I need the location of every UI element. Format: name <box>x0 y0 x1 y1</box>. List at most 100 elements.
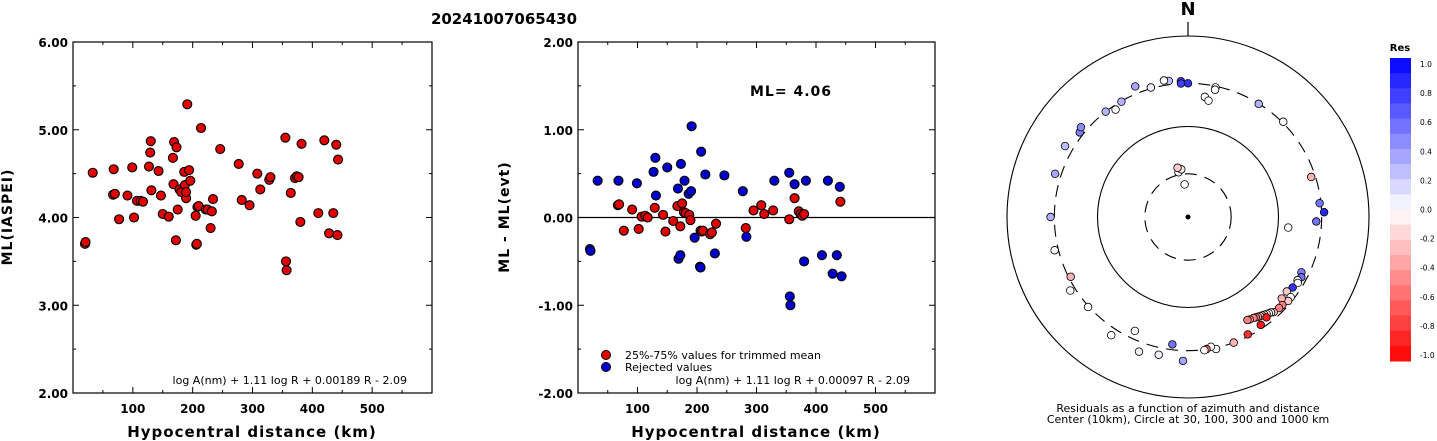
residual-colorbar: Res 1.0 0.8 0.6 0.4 0.2 0.0 -0.2 -0.4 -0.6 -0.8 -1… <box>1390 43 1435 362</box>
polar-point <box>1243 330 1253 339</box>
colorbar-cell <box>1390 330 1411 347</box>
data-point <box>80 237 91 248</box>
y-tick-label: 3.00 <box>38 299 68 313</box>
data-point <box>332 230 343 241</box>
colorbar-cell <box>1390 148 1411 165</box>
colorbar-tick-label: -0.4 <box>1420 264 1435 273</box>
colorbar-cell <box>1390 133 1411 150</box>
colorbar-tick-label: 0.2 <box>1420 176 1432 185</box>
data-point <box>128 212 140 223</box>
data-point <box>146 185 157 196</box>
data-point <box>281 265 292 276</box>
data-point <box>685 215 696 226</box>
legend-marker-trimmed <box>601 350 611 360</box>
polar-point <box>1046 212 1055 222</box>
data-point <box>87 167 98 178</box>
data-point <box>114 214 125 225</box>
data-point <box>592 175 603 186</box>
data-point <box>618 225 629 236</box>
colorbar-tick-label: -0.2 <box>1420 235 1435 244</box>
colorbar-tick-label: 1.0 <box>1420 60 1432 69</box>
data-point <box>293 172 304 183</box>
plot1-axis-ticks: 100 200 300 400 500 2.00 3.00 4.00 5.00 6.00 <box>38 36 432 416</box>
data-point <box>756 200 767 211</box>
data-point <box>153 165 164 177</box>
data-point <box>695 262 706 273</box>
colorbar-cell <box>1390 254 1411 271</box>
colorbar-tick-label: 0.0 <box>1420 206 1432 215</box>
polar-point <box>1146 83 1156 92</box>
data-point <box>675 221 686 232</box>
data-point <box>827 268 838 279</box>
data-point <box>710 218 722 229</box>
polar-point <box>1288 283 1297 292</box>
data-point <box>759 208 770 220</box>
data-point <box>236 194 247 205</box>
polar-point <box>1154 350 1163 359</box>
polar-point <box>1117 97 1126 106</box>
data-point <box>122 190 133 201</box>
polar-point <box>1284 223 1293 232</box>
data-point <box>769 175 780 186</box>
colorbar-tick-label: 0.8 <box>1420 89 1432 98</box>
x-tick-label: 100 <box>625 402 650 416</box>
plot2-points <box>584 121 847 311</box>
colorbar-cell <box>1390 285 1411 301</box>
colorbar-cell <box>1390 224 1411 241</box>
y-tick-label: 2.00 <box>543 36 573 50</box>
data-point <box>285 187 296 198</box>
data-point <box>822 175 833 186</box>
data-point <box>789 193 800 204</box>
data-point <box>650 152 661 163</box>
data-point <box>799 208 810 220</box>
polar-point <box>1229 338 1238 347</box>
data-point <box>748 205 759 216</box>
polar-ring <box>1006 35 1370 399</box>
data-point <box>170 235 181 246</box>
colorbar-cell <box>1390 88 1411 104</box>
colorbar-tick-label: 0.6 <box>1420 118 1432 127</box>
data-point <box>672 183 684 194</box>
colorbar-tick-label: -0.6 <box>1420 293 1435 302</box>
polar-point <box>1319 208 1329 217</box>
data-point <box>333 154 344 165</box>
polar-point <box>1279 117 1288 126</box>
y-tick-label: -1.00 <box>538 299 573 313</box>
polar-point <box>1060 141 1070 151</box>
data-point <box>171 142 182 153</box>
polar-point <box>1262 313 1271 322</box>
polar-point <box>1312 217 1321 226</box>
data-point <box>816 250 828 261</box>
data-point <box>215 144 226 155</box>
data-point <box>785 300 796 311</box>
data-point <box>252 168 263 179</box>
polar-point <box>1050 169 1060 179</box>
data-point <box>190 210 201 221</box>
polar-point <box>1254 99 1263 109</box>
data-point <box>631 178 642 189</box>
x-tick-label: 400 <box>803 402 828 416</box>
data-point <box>709 248 720 259</box>
data-point <box>324 228 335 239</box>
plot2-ylabel: ML - ML(evt) <box>497 161 513 272</box>
data-point <box>719 170 730 181</box>
polar-caption-line2: Center (10km), Circle at 30, 100, 300 an… <box>1047 413 1329 426</box>
colorbar-cell <box>1390 164 1411 180</box>
data-point <box>280 132 291 143</box>
data-point <box>181 187 192 198</box>
data-point <box>789 179 800 190</box>
data-point <box>255 184 266 195</box>
data-point <box>660 226 671 237</box>
data-point <box>280 256 292 267</box>
figure-title: 20241007065430 <box>431 10 577 28</box>
colorbar-tick-label: 0.4 <box>1420 147 1432 156</box>
plot2-legend: 25%-75% values for trimmed mean Rejected… <box>601 349 821 374</box>
data-point <box>137 196 149 207</box>
data-point <box>689 232 700 243</box>
plot2-axis-ticks: 100 200 300 400 500 -2.00 -1.00 0.00 1.00 2.00 <box>538 36 935 416</box>
colorbar-cell <box>1390 118 1411 135</box>
data-point <box>109 188 120 199</box>
data-point <box>658 209 669 220</box>
data-point <box>163 211 174 222</box>
colorbar-cell <box>1390 179 1411 195</box>
